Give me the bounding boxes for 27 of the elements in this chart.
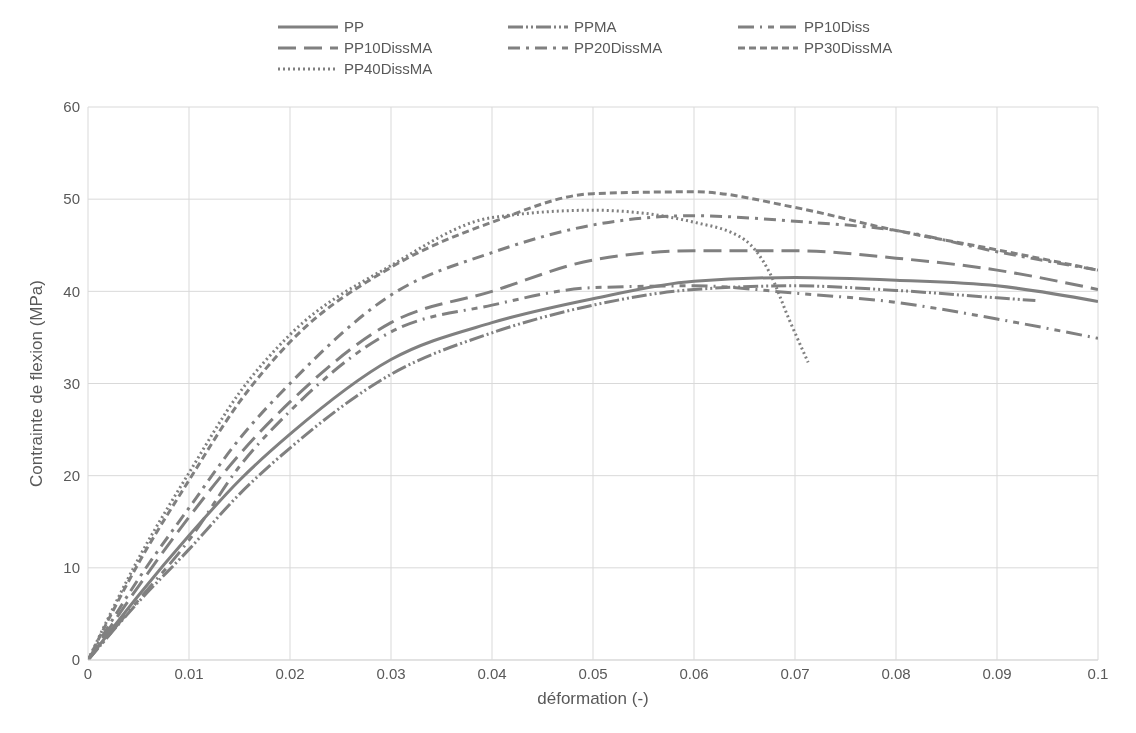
y-tick-label: 40 <box>63 282 80 300</box>
y-tick-label: 50 <box>63 190 80 208</box>
y-tick-label: 10 <box>63 559 80 577</box>
x-tick-label: 0.04 <box>477 664 507 682</box>
x-tick-label: 0.02 <box>275 664 305 682</box>
y-axis-title: Contrainte de flexion (MPa) <box>27 280 47 487</box>
x-tick-label: 0.07 <box>780 664 810 682</box>
x-tick-label: 0.08 <box>881 664 911 682</box>
x-tick-label: 0.1 <box>1087 664 1109 682</box>
x-tick-label: 0.01 <box>174 664 204 682</box>
y-tick-label: 0 <box>71 651 80 669</box>
x-axis-title: déformation (-) <box>537 689 649 708</box>
x-tick-label: 0 <box>83 664 93 682</box>
x-tick-label: 0.09 <box>982 664 1012 682</box>
y-tick-label: 20 <box>63 466 80 484</box>
legend-label: PP <box>344 18 365 35</box>
x-tick-label: 0.03 <box>376 664 406 682</box>
legend-label: PP10DissMA <box>344 39 433 56</box>
legend-label: PP20DissMA <box>574 39 663 56</box>
x-tick-label: 0.05 <box>578 664 608 682</box>
legend-label: PP40DissMA <box>344 60 433 77</box>
legend-label: PPMA <box>574 18 617 35</box>
y-tick-label: 60 <box>63 98 80 116</box>
legend-label: PP10Diss <box>804 18 870 35</box>
legend-label: PP30DissMA <box>804 39 893 56</box>
y-tick-label: 30 <box>63 374 80 392</box>
x-tick-label: 0.06 <box>679 664 709 682</box>
